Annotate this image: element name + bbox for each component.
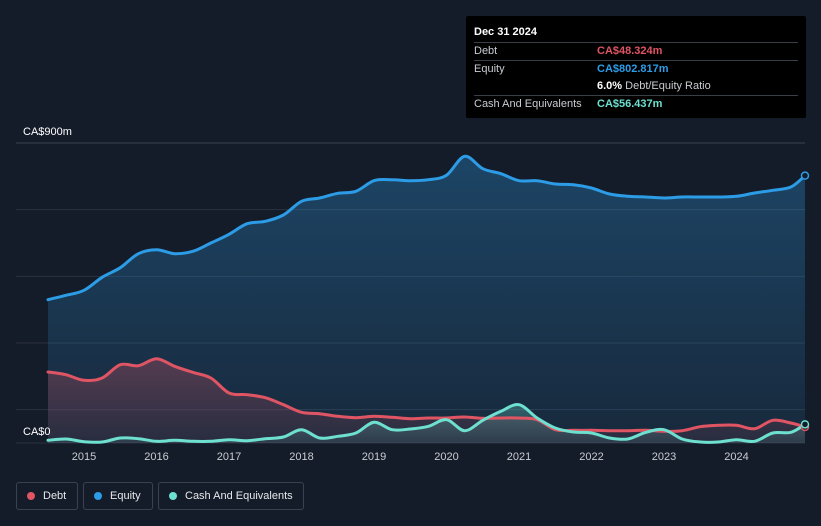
tooltip-row-ratio: 6.0% Debt/Equity Ratio <box>474 78 798 95</box>
equity-area <box>48 156 805 444</box>
cash-dot-icon <box>169 492 177 500</box>
tooltip-cash-label: Cash And Equivalents <box>474 98 582 110</box>
y-axis-bottom-label: CA$0 <box>23 426 51 438</box>
legend-debt-label: Debt <box>43 490 67 502</box>
legend-cash-label: Cash And Equivalents <box>185 490 293 502</box>
x-tick-label: 2019 <box>362 451 386 463</box>
tooltip-row-cash: Cash And Equivalents CA$56.437m <box>474 95 798 113</box>
equity-end-marker <box>800 171 810 180</box>
tooltip-ratio-value: 6.0% <box>597 80 623 92</box>
x-tick-label: 2016 <box>144 451 168 463</box>
tooltip-equity-label: Equity <box>474 63 505 75</box>
debt-dot-icon <box>27 492 35 500</box>
x-tick-label: 2024 <box>724 451 748 463</box>
y-axis-top-label: CA$900m <box>23 126 72 138</box>
tooltip-row-equity: Equity CA$802.817m <box>474 60 798 78</box>
tooltip-debt-label: Debt <box>474 45 498 57</box>
tooltip-ratio-label: Debt/Equity Ratio <box>625 80 711 92</box>
tooltip-date: Dec 31 2024 <box>474 26 537 38</box>
debt-area <box>48 358 805 443</box>
equity-dot-icon <box>94 492 102 500</box>
legend-equity-label: Equity <box>110 490 141 502</box>
equity-line <box>46 154 807 302</box>
x-tick-label: 2023 <box>652 451 676 463</box>
x-tick-label: 2017 <box>217 451 241 463</box>
tooltip-equity-value: CA$802.817m <box>597 63 669 75</box>
series-areas <box>48 156 805 444</box>
x-tick-label: 2022 <box>579 451 603 463</box>
x-tick-label: 2020 <box>434 451 458 463</box>
x-tick-label: 2021 <box>507 451 531 463</box>
x-tick-label: 2018 <box>289 451 313 463</box>
tooltip-debt-value: CA$48.324m <box>597 45 663 57</box>
legend-item-debt[interactable]: Debt <box>16 482 78 510</box>
legend-item-equity[interactable]: Equity <box>83 482 153 510</box>
x-axis: 2015 2016 2017 2018 2019 2020 2021 2022 2023 2024 <box>72 451 749 463</box>
cash-line <box>46 403 807 444</box>
tooltip-row-debt: Debt CA$48.324m <box>474 42 798 60</box>
end-markers <box>800 171 810 432</box>
debt-line <box>46 357 807 433</box>
tooltip-panel: Dec 31 2024 Debt CA$48.324m Equity CA$80… <box>466 16 806 118</box>
legend-item-cash[interactable]: Cash And Equivalents <box>158 482 304 510</box>
cash-end-marker <box>800 420 810 429</box>
series-lines <box>46 154 807 444</box>
x-tick-label: 2015 <box>72 451 96 463</box>
tooltip-cash-value: CA$56.437m <box>597 98 663 110</box>
